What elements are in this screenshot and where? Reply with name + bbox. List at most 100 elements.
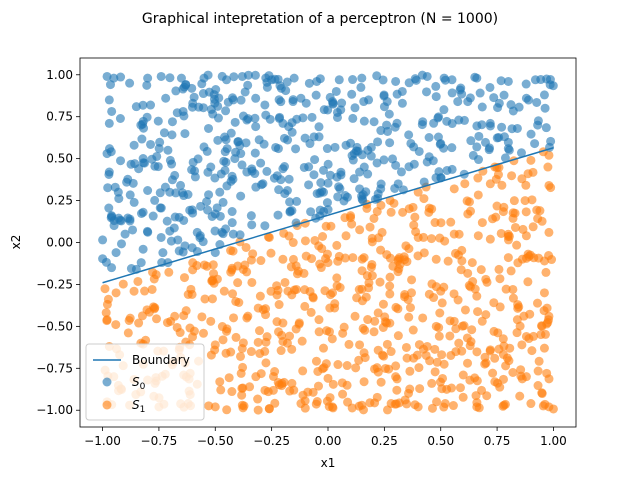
legend-s1-sub: 1 — [140, 405, 146, 415]
scatter-point — [174, 212, 184, 222]
scatter-point — [107, 106, 117, 116]
scatter-point — [328, 97, 338, 107]
scatter-point — [355, 184, 365, 194]
scatter-point — [422, 341, 432, 351]
scatter-point — [210, 402, 220, 412]
scatter-point — [532, 97, 542, 107]
scatter-point — [125, 190, 135, 200]
scatter-point — [463, 358, 473, 368]
scatter-point — [499, 400, 509, 410]
scatter-point — [521, 79, 531, 89]
scatter-point — [334, 75, 344, 85]
scatter-point — [317, 244, 327, 254]
scatter-point — [409, 220, 419, 230]
scatter-point — [496, 228, 506, 238]
scatter-point — [386, 347, 396, 357]
scatter-point — [480, 359, 490, 369]
scatter-point — [228, 95, 238, 105]
scatter-point — [510, 222, 520, 232]
scatter-point — [360, 353, 370, 363]
scatter-point — [488, 368, 498, 378]
scatter-point — [379, 155, 389, 165]
scatter-point — [237, 383, 247, 393]
scatter-point — [453, 97, 463, 107]
scatter-point — [292, 196, 302, 206]
scatter-point — [247, 277, 257, 287]
scatter-point — [415, 384, 425, 394]
scatter-point — [498, 334, 508, 344]
scatter-point — [520, 196, 530, 206]
scatter-point — [216, 385, 226, 395]
scatter-point — [179, 191, 189, 201]
scatter-point — [419, 248, 429, 258]
scatter-point — [355, 167, 365, 177]
scatter-point — [485, 345, 495, 355]
scatter-point — [104, 118, 114, 128]
scatter-point — [250, 148, 260, 158]
scatter-point — [410, 74, 420, 84]
scatter-point — [463, 268, 473, 278]
scatter-point — [460, 179, 470, 189]
legend-s0-main: S — [132, 375, 140, 389]
scatter-point — [506, 266, 516, 276]
scatter-point — [179, 111, 189, 121]
scatter-point — [309, 170, 319, 180]
scatter-point — [442, 116, 452, 126]
scatter-point — [395, 259, 405, 269]
scatter-point — [237, 400, 247, 410]
scatter-point — [133, 276, 143, 286]
scatter-point — [375, 277, 385, 287]
scatter-point — [460, 305, 470, 315]
scatter-point — [462, 196, 472, 206]
scatter-point — [475, 88, 485, 98]
scatter-point — [472, 291, 482, 301]
scatter-point — [321, 359, 331, 369]
scatter-point — [187, 243, 197, 253]
scatter-point — [377, 227, 387, 237]
scatter-point — [129, 140, 139, 150]
scatter-point — [372, 158, 382, 168]
scatter-point — [116, 72, 126, 82]
scatter-point — [176, 73, 186, 83]
scatter-point — [236, 351, 246, 361]
scatter-point — [181, 306, 191, 316]
scatter-point — [312, 397, 322, 407]
scatter-point — [193, 154, 203, 164]
scatter-point — [363, 145, 373, 155]
scatter-point — [311, 90, 321, 100]
scatter-point — [325, 170, 335, 180]
scatter-point — [198, 237, 208, 247]
scatter-point — [324, 327, 334, 337]
x-tick-label: −0.25 — [253, 434, 290, 448]
scatter-point — [508, 293, 518, 303]
scatter-point — [150, 195, 160, 205]
scatter-point — [454, 115, 464, 125]
scatter-point — [414, 363, 424, 373]
y-tick-label: 0.25 — [46, 194, 73, 208]
scatter-point — [440, 75, 450, 85]
scatter-point — [219, 286, 229, 296]
scatter-point — [454, 338, 464, 348]
scatter-point — [473, 190, 483, 200]
scatter-point — [447, 75, 457, 85]
scatter-point — [300, 301, 310, 311]
scatter-point — [509, 196, 519, 206]
scatter-point — [213, 113, 223, 123]
scatter-point — [288, 238, 298, 248]
scatter-point — [539, 256, 549, 266]
scatter-point — [465, 341, 475, 351]
scatter-point — [104, 203, 114, 213]
scatter-point — [422, 157, 432, 167]
scatter-point — [436, 139, 446, 149]
scatter-point — [503, 137, 513, 147]
plot-area — [98, 70, 558, 415]
scatter-point — [472, 142, 482, 152]
scatter-point — [246, 347, 256, 357]
scatter-point — [217, 322, 227, 332]
scatter-point — [258, 179, 268, 189]
scatter-point — [125, 214, 135, 224]
scatter-point — [369, 327, 379, 337]
scatter-point — [334, 182, 344, 192]
scatter-point — [382, 250, 392, 260]
scatter-point — [521, 207, 531, 217]
